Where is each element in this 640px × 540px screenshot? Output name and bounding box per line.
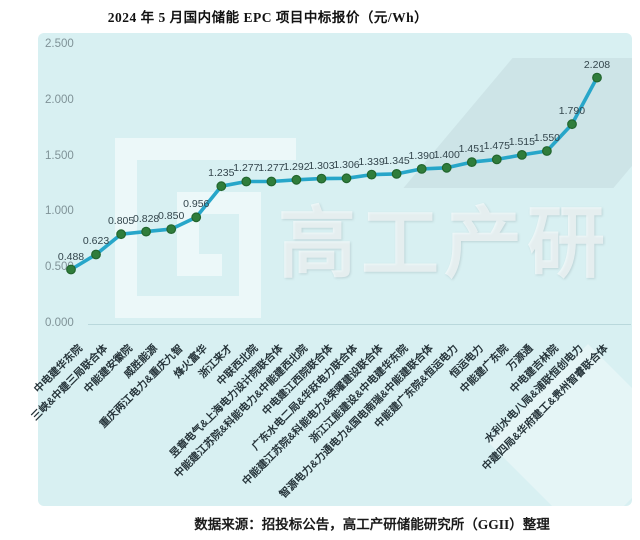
y-axis-label: 2.500 bbox=[45, 38, 74, 50]
data-point-value-label: 1.475 bbox=[483, 140, 510, 153]
data-point-marker bbox=[491, 154, 502, 165]
data-point-value-label: 1.303 bbox=[308, 159, 335, 172]
data-point-marker bbox=[291, 174, 302, 185]
data-point-marker bbox=[341, 173, 352, 184]
y-axis-label: 1.000 bbox=[45, 205, 74, 218]
data-point-marker bbox=[266, 176, 277, 187]
data-point-marker bbox=[592, 72, 602, 83]
watermark-text: 高工产研 bbox=[278, 199, 611, 287]
y-axis-label: 2.000 bbox=[45, 93, 74, 106]
data-point-marker bbox=[391, 168, 402, 179]
data-point-value-label: 1.345 bbox=[383, 154, 410, 167]
data-point-value-label: 0.828 bbox=[133, 212, 160, 225]
x-axis-line bbox=[88, 324, 631, 325]
data-point-marker bbox=[116, 229, 126, 240]
data-point-value-label: 1.277 bbox=[258, 162, 285, 175]
series-line bbox=[70, 76, 599, 272]
chart-title: 2024 年 5 月国内储能 EPC 项目中标报价（元/Wh） bbox=[107, 10, 429, 25]
data-point-value-label: 1.790 bbox=[558, 105, 586, 118]
data-point-marker bbox=[466, 157, 477, 168]
data-point-value-label: 1.451 bbox=[458, 143, 485, 156]
data-point-marker bbox=[216, 181, 227, 192]
data-point-value-label: 0.956 bbox=[183, 198, 210, 211]
data-point-value-label: 1.235 bbox=[208, 167, 235, 180]
data-point-marker bbox=[416, 163, 427, 174]
data-point-value-label: 0.850 bbox=[158, 210, 185, 223]
data-point-marker bbox=[191, 212, 202, 223]
y-axis-label: 0.000 bbox=[45, 317, 74, 329]
plot-panel: 高工产研 bbox=[38, 33, 632, 506]
data-point-marker bbox=[66, 264, 76, 275]
data-point-marker bbox=[91, 249, 101, 260]
data-point-value-label: 1.292 bbox=[283, 160, 310, 173]
data-point-value-label: 1.390 bbox=[408, 149, 435, 162]
data-point-marker bbox=[542, 146, 552, 156]
data-point-value-label: 0.623 bbox=[82, 235, 110, 248]
y-axis-label: 1.500 bbox=[45, 149, 74, 162]
watermark-spiral-logo-icon bbox=[110, 133, 300, 323]
data-point-marker bbox=[441, 162, 452, 173]
data-point-marker bbox=[567, 119, 577, 130]
data-source-note: 数据来源：招投标公告，高工产研储能研究所（GGII）整理 bbox=[194, 517, 550, 532]
data-point-marker bbox=[141, 226, 152, 237]
data-point-value-label: 1.306 bbox=[333, 159, 360, 172]
data-point-value-label: 1.400 bbox=[433, 148, 460, 161]
data-point-value-label: 2.208 bbox=[583, 58, 611, 71]
data-point-marker bbox=[517, 149, 527, 160]
data-point-marker bbox=[241, 176, 252, 187]
data-point-value-label: 0.805 bbox=[107, 215, 135, 228]
data-point-value-label: 1.339 bbox=[358, 155, 385, 168]
data-point-value-label: 1.277 bbox=[233, 162, 260, 175]
data-point-value-label: 1.550 bbox=[533, 132, 561, 145]
data-point-marker bbox=[316, 173, 327, 184]
data-point-marker bbox=[366, 169, 377, 180]
data-point-marker bbox=[166, 224, 177, 235]
data-point-value-label: 1.515 bbox=[508, 135, 535, 148]
data-point-value-label: 0.488 bbox=[57, 250, 85, 263]
